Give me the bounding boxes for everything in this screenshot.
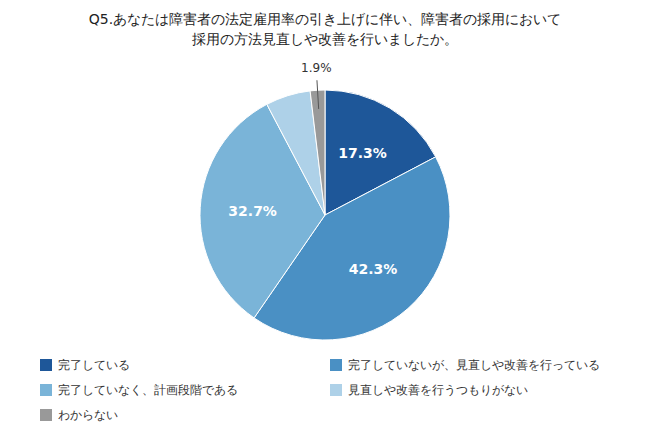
pie-slice	[310, 90, 325, 215]
title: Q5.あなたは障害者の法定雇用率の引き上げに伴い、障害者の採用において	[89, 11, 561, 27]
data-labels: 17.3% 42.3% 32.7% 1.9%	[228, 61, 397, 277]
label-leader	[317, 80, 319, 109]
legend-label: わからない	[58, 408, 118, 422]
legend-swatch	[40, 409, 52, 421]
legend-swatch	[330, 359, 342, 371]
legend-swatch	[40, 384, 52, 396]
subtitle: 採用の方法見直しや改善を行いましたか。	[192, 31, 458, 47]
data-label: 42.3%	[349, 261, 398, 277]
legend-label: 完了している	[58, 358, 130, 372]
legend-swatch	[330, 384, 342, 396]
pie-slice	[267, 91, 325, 215]
data-label: 1.9%	[301, 61, 332, 75]
legend-label: 完了していなく、計画段階である	[58, 383, 238, 397]
legend-label: 完了していないが、見直しや改善を行っている	[348, 358, 600, 372]
legend-label: 見直しや改善を行うつもりがない	[348, 383, 528, 397]
data-label: 32.7%	[228, 203, 277, 219]
legend: 完了している 完了していないが、見直しや改善を行っている完了していなく、計画段階で…	[40, 358, 600, 422]
pie	[200, 90, 450, 340]
legend-swatch	[40, 359, 52, 371]
data-label: 17.3%	[338, 145, 387, 161]
chart: Q5.あなたは障害者の法定雇用率の引き上げに伴い、障害者の採用において採用の方法…	[0, 0, 650, 447]
